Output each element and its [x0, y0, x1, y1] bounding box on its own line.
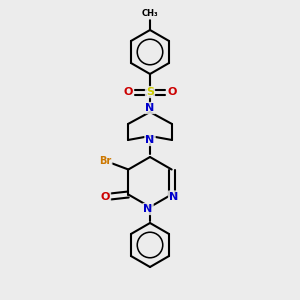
Text: N: N: [143, 204, 153, 214]
Text: CH₃: CH₃: [142, 10, 158, 19]
Text: N: N: [169, 191, 178, 202]
Text: Br: Br: [99, 157, 112, 166]
Text: O: O: [167, 87, 177, 97]
Text: O: O: [101, 191, 110, 202]
Text: O: O: [123, 87, 133, 97]
Text: N: N: [146, 103, 154, 113]
Text: S: S: [146, 87, 154, 97]
Text: N: N: [146, 135, 154, 145]
